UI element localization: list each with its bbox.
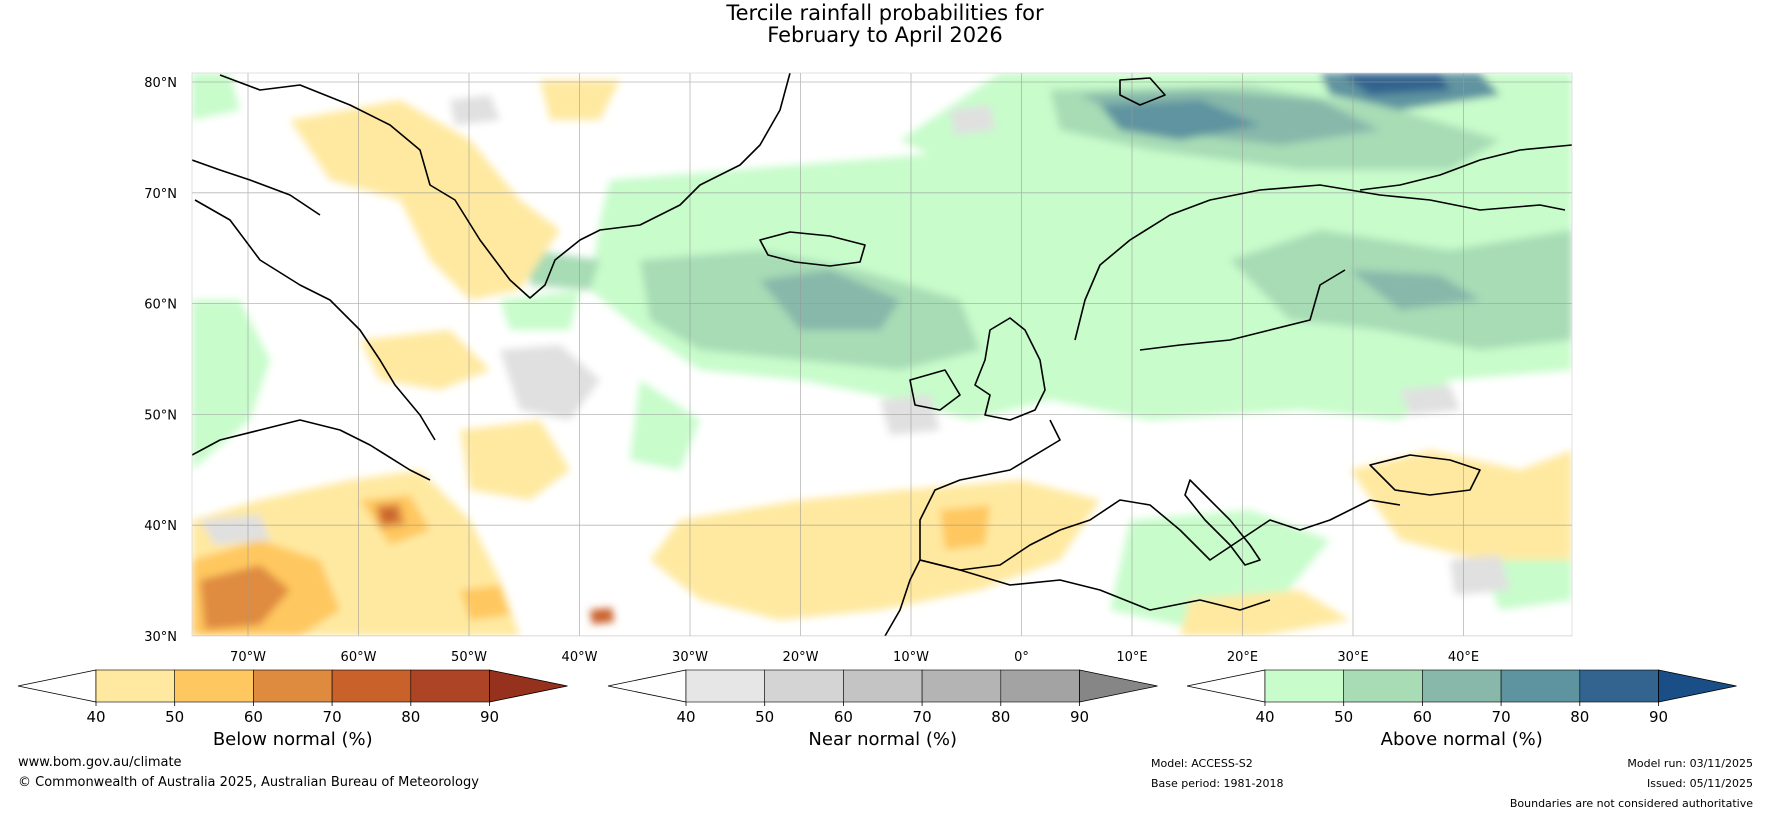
colorbar-tick-label: 70 <box>1492 708 1511 726</box>
canada-east-coast <box>192 419 431 481</box>
colorbar-low-arrow <box>607 669 687 703</box>
africa-west-coast <box>884 559 921 636</box>
colorbar-segment <box>1579 669 1659 703</box>
lat-label: 30°N <box>144 630 177 645</box>
lat-label: 60°N <box>144 298 177 313</box>
lon-label: 20°W <box>783 650 819 665</box>
colorbar-tick-label: 50 <box>1334 708 1353 726</box>
colorbar-segment <box>1000 669 1080 703</box>
colorbar-segment <box>174 669 254 703</box>
black-sea <box>1369 454 1481 496</box>
lon-label: 30°W <box>672 650 708 665</box>
copyright-notice: © Commonwealth of Australia 2025, Austra… <box>18 775 479 790</box>
near-normal-regions <box>200 95 1510 595</box>
chart-title-line2: February to April 2026 <box>767 23 1003 47</box>
base-period: Base period: 1981-2018 <box>1151 777 1284 790</box>
colorbar-high-arrow <box>1079 669 1158 703</box>
coastlines <box>192 73 1572 636</box>
colorbar-low-arrow <box>17 669 97 703</box>
colorbar-segment <box>1500 669 1581 703</box>
british-isles <box>974 317 1046 421</box>
lon-label: 50°W <box>451 650 487 665</box>
colorbar-segment <box>410 669 490 703</box>
lon-label: 10°E <box>1116 650 1147 665</box>
lat-label: 70°N <box>144 187 177 202</box>
map-area[interactable] <box>192 73 1572 636</box>
kola-coast <box>1359 144 1572 191</box>
africa-north-coast <box>919 559 1271 611</box>
colorbar-high-arrow <box>489 669 568 703</box>
colorbar-tick-label: 40 <box>1255 708 1274 726</box>
colorbar-low-arrow <box>1186 669 1266 703</box>
greenland-coast <box>219 73 791 299</box>
colorbar-title: Above normal (%) <box>1381 729 1543 750</box>
longitude-labels: 70°W 60°W 50°W 40°W 30°W 20°W 10°W 0° 10°E 20°E 30… <box>230 650 1479 665</box>
lon-label: 60°W <box>341 650 377 665</box>
colorbar-segment <box>331 669 412 703</box>
lon-label: 30°E <box>1337 650 1368 665</box>
lon-label: 20°E <box>1227 650 1258 665</box>
graticule <box>192 73 1572 636</box>
colorbar-segment <box>764 669 844 703</box>
baltic-coast <box>1139 269 1346 351</box>
below-normal-very-high <box>380 508 614 624</box>
lat-label: 50°N <box>144 408 177 423</box>
colorbar-tick-label: 60 <box>1413 708 1432 726</box>
colorbar-below: 40 50 60 70 80 90 Below normal (%) <box>17 669 568 750</box>
europe-atlantic-coast <box>919 419 1061 571</box>
colorbar-near: 40 50 60 70 80 90 Near normal (%) <box>607 669 1158 750</box>
colorbar-tick-label: 50 <box>755 708 774 726</box>
colorbar-tick-label: 90 <box>480 708 499 726</box>
colorbar-tick-label: 70 <box>323 708 342 726</box>
colorbar-title: Below normal (%) <box>213 729 373 750</box>
colorbar-segment <box>1422 669 1502 703</box>
colorbar-segment <box>1264 669 1344 703</box>
latitude-labels: 80°N 70°N 60°N 50°N 40°N 30°N <box>144 76 177 645</box>
labrador-coast <box>194 199 436 441</box>
boundary-disclaimer: Boundaries are not considered authoritat… <box>1509 797 1753 810</box>
model-run-date: Model run: 03/11/2025 <box>1627 757 1753 770</box>
lon-label: 0° <box>1014 650 1029 665</box>
colorbar-high-arrow <box>1658 669 1737 703</box>
lat-label: 80°N <box>144 76 177 91</box>
colorbar-tick-label: 60 <box>834 708 853 726</box>
lat-label: 40°N <box>144 519 177 534</box>
colorbar-title: Near normal (%) <box>808 729 957 750</box>
iceland-coast <box>759 231 866 267</box>
mediterranean-north-coast <box>1059 499 1401 561</box>
issued-date: Issued: 05/11/2025 <box>1646 777 1753 790</box>
svalbard <box>1119 77 1166 106</box>
colorbar-tick-label: 70 <box>913 708 932 726</box>
colorbar-tick-label: 60 <box>244 708 263 726</box>
colorbar-tick-label: 90 <box>1649 708 1668 726</box>
colorbar-segment <box>843 669 923 703</box>
website-url[interactable]: www.bom.gov.au/climate <box>18 755 182 770</box>
chart-title-line1: Tercile rainfall probabilities for <box>726 1 1044 25</box>
colorbar-tick-label: 80 <box>991 708 1010 726</box>
colorbar-tick-label: 50 <box>165 708 184 726</box>
colorbar-segment <box>1343 669 1423 703</box>
colorbar-tick-label: 40 <box>676 708 695 726</box>
italy <box>1184 479 1261 566</box>
lon-label: 40°E <box>1448 650 1479 665</box>
colorbar-segment <box>253 669 333 703</box>
colorbars: 40 50 60 70 80 90 Below normal (%) 40 50 60 70 80 90… <box>17 669 1737 750</box>
colorbar-tick-label: 80 <box>1570 708 1589 726</box>
colorbar-tick-label: 90 <box>1070 708 1089 726</box>
lon-label: 70°W <box>230 650 266 665</box>
lon-label: 10°W <box>893 650 929 665</box>
colorbar-segment <box>921 669 1002 703</box>
hudson-strait-coast <box>192 159 321 216</box>
above-normal-extreme <box>1340 73 1450 95</box>
colorbar-tick-label: 80 <box>401 708 420 726</box>
scandinavia-coast <box>1074 184 1566 341</box>
colorbar-above: 40 50 60 70 80 90 Above normal (%) <box>1186 669 1737 750</box>
model-name: Model: ACCESS-S2 <box>1151 757 1253 770</box>
lon-label: 40°W <box>562 650 598 665</box>
colorbar-segment <box>685 669 765 703</box>
colorbar-tick-label: 40 <box>86 708 105 726</box>
colorbar-segment <box>95 669 175 703</box>
ireland <box>909 369 961 411</box>
